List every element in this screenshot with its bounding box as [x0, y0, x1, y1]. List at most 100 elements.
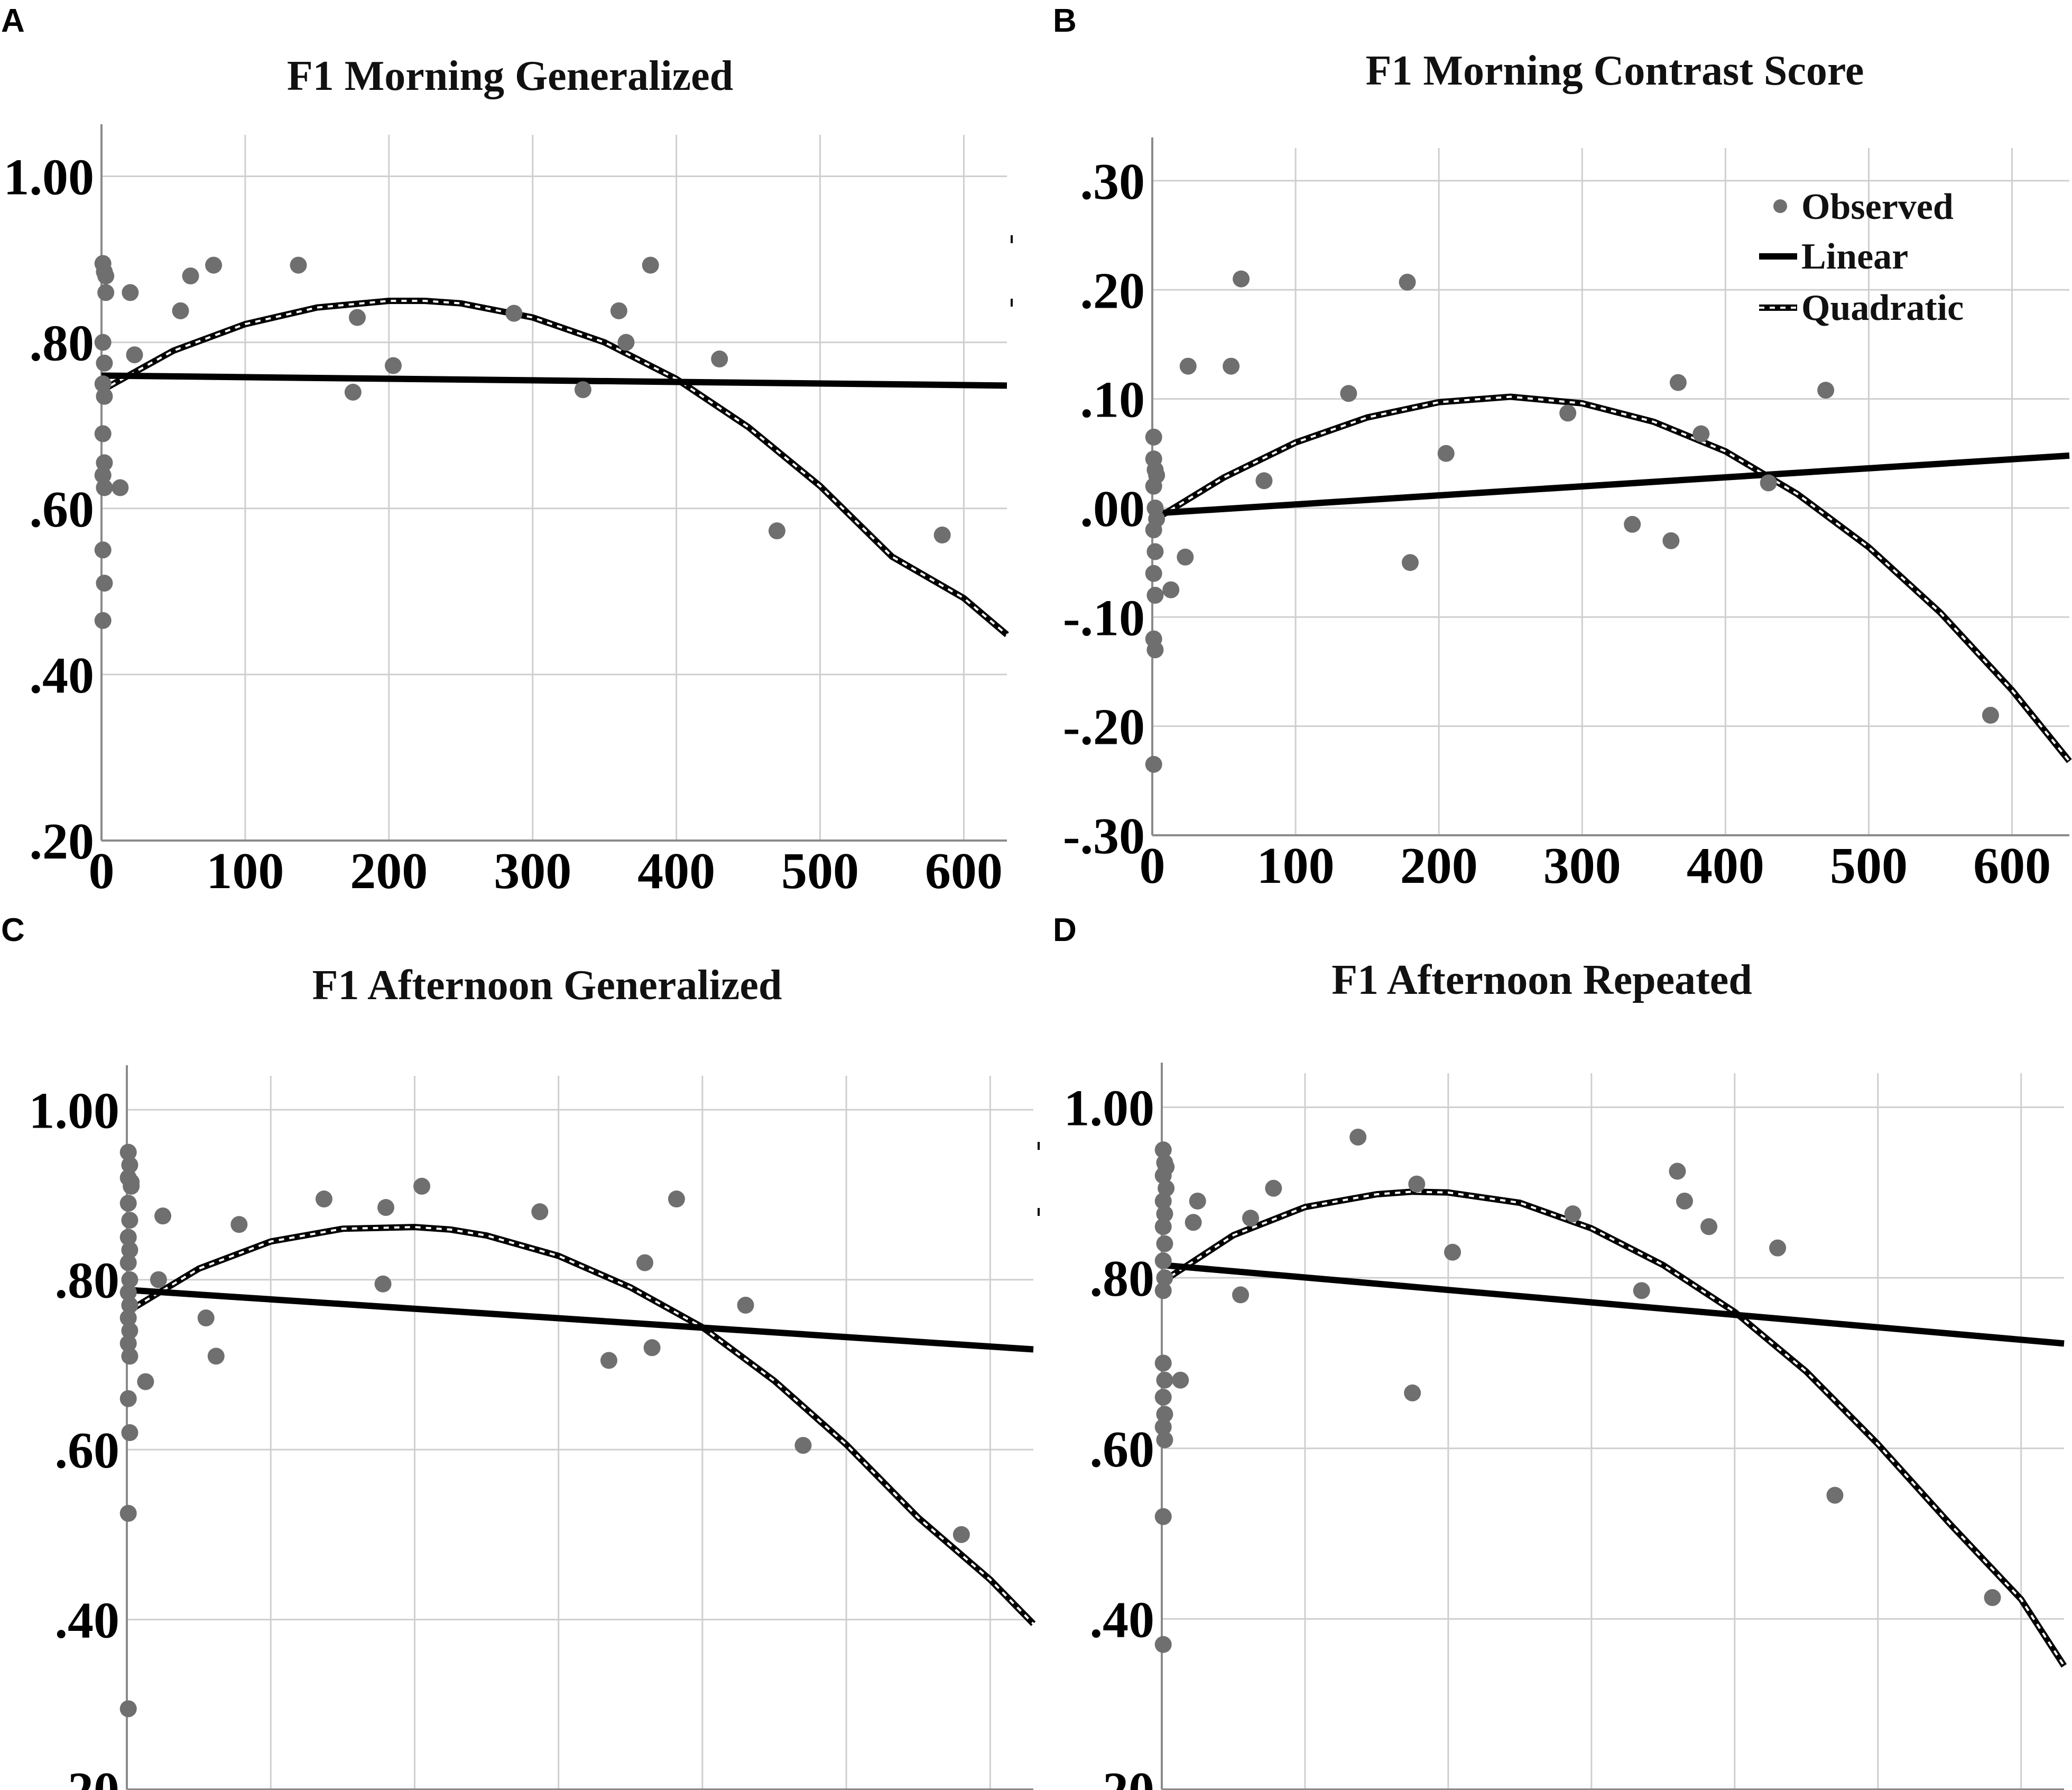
- quadratic-fit-dash: [1161, 1191, 2065, 1667]
- legend: Observed Linear Quadratic: [1759, 187, 1964, 328]
- observed-point: [94, 466, 112, 484]
- y-tick-label: .20: [1080, 262, 1145, 319]
- observed-point: [344, 383, 362, 401]
- x-tick-label: 0: [1140, 837, 1166, 894]
- observed-point: [1177, 548, 1194, 566]
- observed-point: [1700, 1218, 1718, 1235]
- y-tick-label: .20: [30, 813, 95, 870]
- y-tick-label: .00: [1080, 481, 1145, 538]
- observed-point: [610, 302, 627, 319]
- observed-point: [1185, 1214, 1202, 1231]
- observed-point: [933, 527, 951, 544]
- observed-point: [413, 1177, 431, 1195]
- y-tick-label: .80: [55, 1252, 120, 1309]
- observed-point: [1232, 1286, 1250, 1304]
- observed-point: [1255, 472, 1273, 490]
- observed-point: [1154, 1508, 1172, 1525]
- y-tick-label: -.10: [1063, 589, 1145, 647]
- observed-point: [384, 357, 402, 374]
- observed-point: [1156, 1269, 1173, 1287]
- observed-point: [119, 1309, 137, 1327]
- observed-point: [374, 1275, 392, 1293]
- observed-point: [1233, 270, 1250, 288]
- observed-point: [1662, 532, 1680, 549]
- observed-point: [1172, 1371, 1189, 1389]
- observed-point: [121, 1212, 138, 1229]
- observed-point: [94, 425, 112, 442]
- observed-point: [1564, 1205, 1581, 1223]
- observed-point: [794, 1437, 812, 1454]
- observed-point: [1399, 273, 1416, 291]
- y-tick-label: 1.00: [29, 1082, 120, 1139]
- observed-point: [952, 1526, 970, 1543]
- observed-point: [96, 454, 113, 472]
- observed-point: [1692, 425, 1710, 442]
- legend-observed-marker: [1773, 199, 1787, 213]
- grid: [1152, 148, 2069, 836]
- observed-point: [121, 1156, 138, 1174]
- observed-point: [636, 1254, 653, 1271]
- observed-point: [377, 1199, 394, 1216]
- observed-point: [121, 1322, 138, 1340]
- observed-points: [94, 255, 951, 629]
- y-tick-label: 1.00: [1064, 1080, 1155, 1137]
- panel-d: DF1 Afternoon Repeated.20.40.60.801.0001…: [1053, 912, 2067, 1790]
- legend-observed-label: Observed: [1801, 187, 1954, 227]
- y-tick-label: .60: [55, 1422, 120, 1479]
- x-tick-label: 200: [1400, 837, 1478, 894]
- observed-point: [315, 1191, 332, 1208]
- y-tick-label: .30: [1080, 153, 1145, 210]
- observed-point: [1669, 1162, 1686, 1180]
- observed-points: [1145, 270, 1999, 773]
- linear-fit-line: [126, 1287, 1034, 1353]
- observed-point: [121, 1271, 138, 1288]
- observed-point: [94, 375, 112, 393]
- observed-point: [112, 479, 129, 496]
- observed-point: [643, 1339, 661, 1357]
- quadratic-fit-dash: [101, 300, 1008, 636]
- observed-point: [1146, 641, 1164, 659]
- quadratic-fit-dash: [1151, 395, 2070, 762]
- observed-point: [119, 1195, 137, 1212]
- panel-b: B F1 Morning Contrast Score -.30 -.20 -.10 .0…: [1053, 3, 2072, 894]
- observed-point: [94, 612, 112, 629]
- observed-point: [600, 1352, 617, 1369]
- panel-title: F1 Afternoon Repeated: [1331, 957, 1752, 1003]
- observed-point: [1156, 1205, 1173, 1223]
- observed-point: [121, 1241, 138, 1259]
- observed-point: [182, 267, 199, 284]
- x-tick-label: 600: [925, 843, 1003, 900]
- observed-point: [1158, 1158, 1175, 1176]
- observed-point: [711, 350, 728, 368]
- observed-point: [1156, 1406, 1173, 1423]
- observed-point: [94, 541, 112, 559]
- observed-point: [137, 1373, 154, 1390]
- observed-point: [1145, 755, 1162, 773]
- observed-point: [1154, 1354, 1172, 1372]
- y-tick-label: .10: [1080, 372, 1145, 429]
- observed-point: [1633, 1282, 1650, 1299]
- x-tick-label: 600: [1973, 837, 2051, 894]
- observed-point: [617, 334, 635, 351]
- observed-point: [119, 1143, 137, 1161]
- observed-point: [126, 346, 143, 364]
- observed-point: [1145, 565, 1162, 582]
- observed-points: [119, 1143, 970, 1718]
- observed-point: [197, 1309, 215, 1327]
- observed-point: [1158, 1179, 1175, 1197]
- y-tick-label: .20: [1090, 1762, 1155, 1790]
- observed-point: [1982, 707, 1999, 724]
- x-tick-label: 400: [1687, 837, 1764, 894]
- observed-point: [348, 309, 366, 326]
- panel-title: F1 Morning Generalized: [287, 53, 733, 99]
- observed-point: [768, 522, 785, 540]
- observed-point: [574, 381, 591, 399]
- panel-letter: D: [1053, 912, 1077, 948]
- observed-point: [96, 575, 113, 592]
- observed-point: [119, 1335, 137, 1352]
- observed-point: [119, 1700, 137, 1718]
- observed-point: [1408, 1175, 1426, 1193]
- y-tick-label: -.20: [1063, 699, 1145, 756]
- observed-point: [1984, 1589, 2001, 1607]
